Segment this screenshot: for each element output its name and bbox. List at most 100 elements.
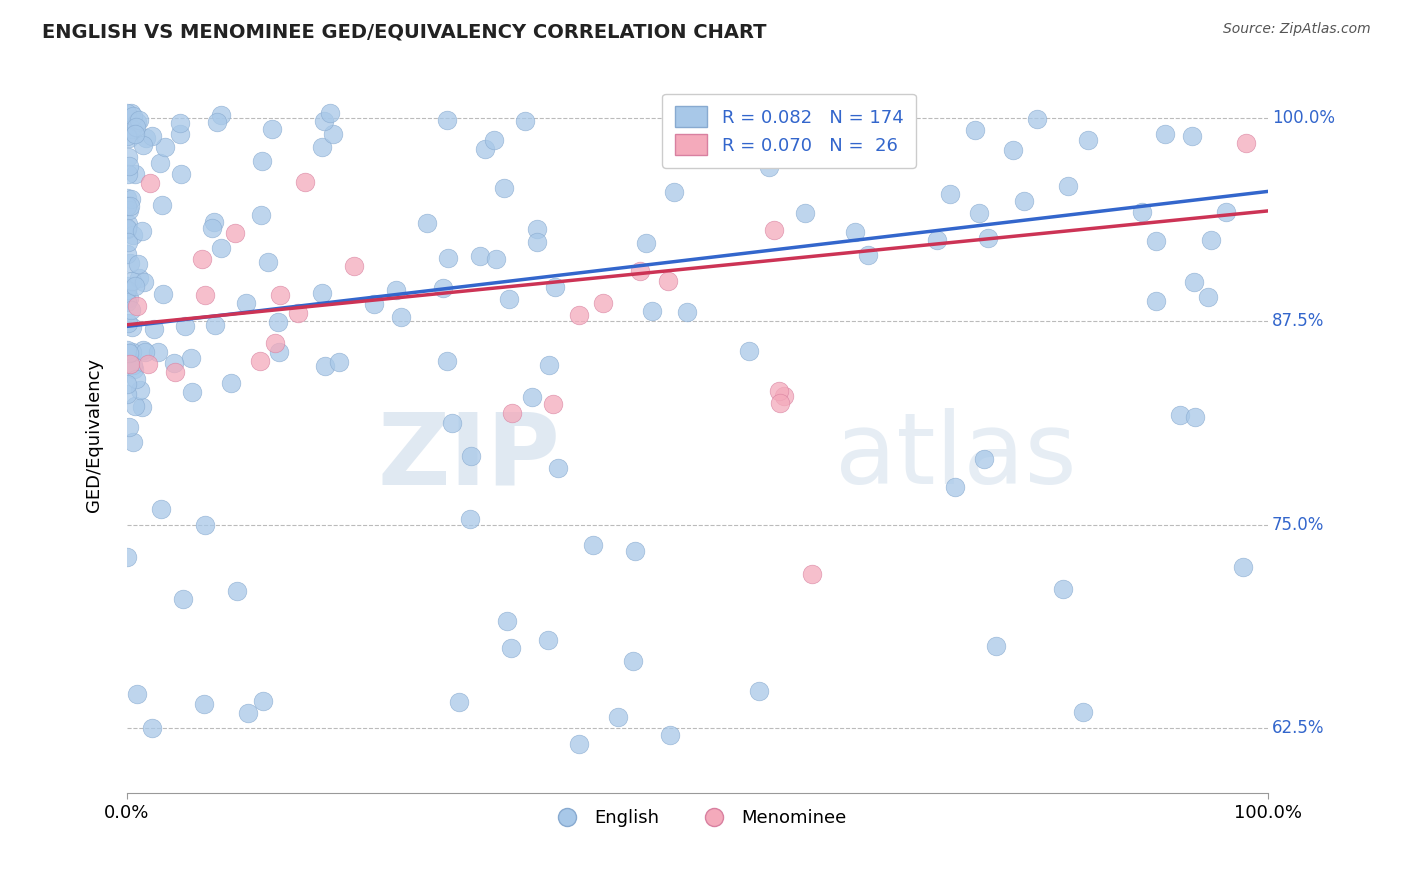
Point bbox=[141, 128, 163, 143]
Point bbox=[482, 133, 505, 147]
Point bbox=[169, 167, 191, 181]
Point bbox=[124, 167, 146, 181]
Point bbox=[115, 295, 138, 310]
Point bbox=[1184, 410, 1206, 425]
Point bbox=[131, 224, 153, 238]
Text: ZIP: ZIP bbox=[378, 409, 561, 506]
Point bbox=[115, 191, 138, 205]
Point bbox=[162, 356, 184, 370]
Point bbox=[498, 292, 520, 306]
Point bbox=[134, 275, 156, 289]
Point bbox=[264, 335, 287, 350]
Point bbox=[134, 344, 156, 359]
Point bbox=[322, 127, 344, 141]
Point bbox=[287, 305, 309, 319]
Point bbox=[117, 235, 139, 249]
Point bbox=[513, 114, 536, 128]
Point bbox=[657, 274, 679, 288]
Point bbox=[238, 706, 260, 721]
Point bbox=[634, 236, 657, 251]
Point bbox=[269, 287, 291, 301]
Point bbox=[132, 343, 155, 357]
Point bbox=[1153, 127, 1175, 141]
Point bbox=[194, 287, 217, 301]
Text: ENGLISH VS MENOMINEE GED/EQUIVALENCY CORRELATION CHART: ENGLISH VS MENOMINEE GED/EQUIVALENCY COR… bbox=[42, 22, 766, 41]
Point bbox=[977, 231, 1000, 245]
Point bbox=[115, 221, 138, 235]
Point bbox=[125, 372, 148, 386]
Point bbox=[1232, 560, 1254, 574]
Point bbox=[526, 235, 548, 249]
Point bbox=[659, 728, 682, 742]
Point bbox=[844, 225, 866, 239]
Point bbox=[294, 175, 316, 189]
Point bbox=[314, 114, 336, 128]
Point bbox=[1026, 112, 1049, 127]
Point bbox=[115, 246, 138, 260]
Point bbox=[117, 283, 139, 297]
Point bbox=[568, 308, 591, 322]
Point bbox=[115, 550, 138, 565]
Point bbox=[135, 131, 157, 145]
Point bbox=[209, 108, 232, 122]
Point bbox=[225, 584, 247, 599]
Point bbox=[115, 376, 138, 391]
Point bbox=[118, 203, 141, 218]
Point bbox=[769, 396, 792, 410]
Point bbox=[121, 344, 143, 359]
Point bbox=[1132, 205, 1154, 219]
Point bbox=[328, 355, 350, 369]
Text: 62.5%: 62.5% bbox=[1272, 719, 1324, 738]
Point bbox=[121, 192, 143, 206]
Point bbox=[520, 390, 543, 404]
Point bbox=[117, 316, 139, 330]
Point bbox=[180, 351, 202, 365]
Point bbox=[969, 206, 991, 220]
Point bbox=[1182, 275, 1205, 289]
Point bbox=[141, 721, 163, 735]
Point bbox=[628, 264, 651, 278]
Y-axis label: GED/Equivalency: GED/Equivalency bbox=[86, 359, 103, 513]
Point bbox=[149, 501, 172, 516]
Point bbox=[939, 187, 962, 202]
Point bbox=[262, 122, 284, 136]
Point bbox=[544, 279, 567, 293]
Point bbox=[537, 358, 560, 372]
Point bbox=[416, 216, 439, 230]
Point bbox=[117, 279, 139, 293]
Point bbox=[122, 361, 145, 376]
Point bbox=[118, 159, 141, 173]
Point bbox=[118, 199, 141, 213]
Point bbox=[250, 208, 273, 222]
Point bbox=[201, 221, 224, 235]
Point bbox=[121, 121, 143, 136]
Point bbox=[117, 151, 139, 165]
Point bbox=[131, 401, 153, 415]
Text: 75.0%: 75.0% bbox=[1272, 516, 1324, 534]
Point bbox=[142, 322, 165, 336]
Point bbox=[266, 315, 288, 329]
Point bbox=[1052, 582, 1074, 596]
Point bbox=[191, 252, 214, 267]
Point bbox=[499, 640, 522, 655]
Text: 100.0%: 100.0% bbox=[1272, 109, 1334, 128]
Point bbox=[1199, 233, 1222, 247]
Point bbox=[311, 140, 333, 154]
Point bbox=[1002, 143, 1025, 157]
Point bbox=[139, 176, 162, 190]
Point bbox=[501, 406, 523, 420]
Point bbox=[541, 397, 564, 411]
Point bbox=[181, 384, 204, 399]
Point bbox=[1234, 136, 1257, 150]
Point bbox=[127, 299, 149, 313]
Point bbox=[172, 591, 194, 606]
Point bbox=[152, 286, 174, 301]
Point bbox=[474, 142, 496, 156]
Point bbox=[169, 116, 191, 130]
Point bbox=[153, 140, 176, 154]
Point bbox=[122, 435, 145, 450]
Point bbox=[738, 344, 761, 359]
Point bbox=[117, 221, 139, 235]
Point bbox=[768, 384, 790, 398]
Point bbox=[124, 399, 146, 413]
